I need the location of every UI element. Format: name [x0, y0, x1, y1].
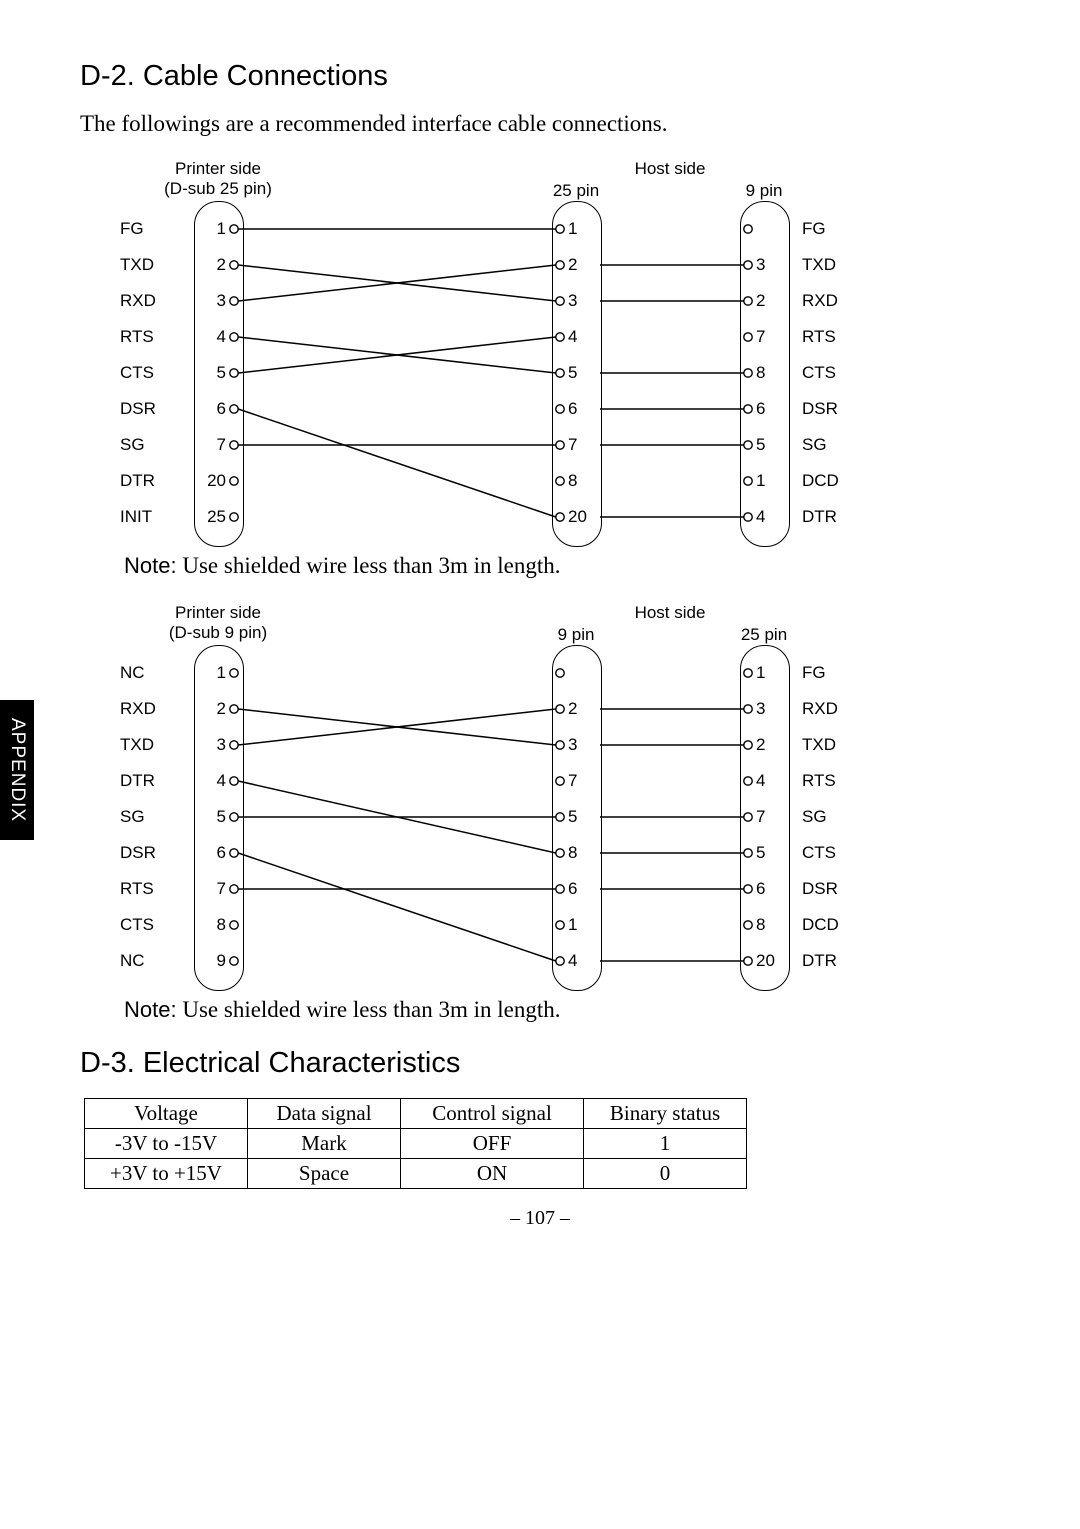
- table-cell: Space: [248, 1159, 401, 1189]
- note-2: Note: Use shielded wire less than 3m in …: [124, 997, 1000, 1023]
- electrical-characteristics-table: VoltageData signalControl signalBinary s…: [84, 1098, 747, 1189]
- note-label: Note:: [124, 997, 177, 1022]
- section-heading-d3: D-3. Electrical Characteristics: [80, 1047, 1000, 1080]
- table-header: Voltage: [85, 1099, 248, 1129]
- appendix-tab: APPENDIX: [0, 700, 34, 840]
- table-cell: Mark: [248, 1129, 401, 1159]
- table-cell: +3V to +15V: [85, 1159, 248, 1189]
- table-cell: ON: [401, 1159, 584, 1189]
- note-text: Use shielded wire less than 3m in length…: [177, 553, 561, 578]
- cable-diagram-9pin: Printer side(D-sub 9 pin)Host side9 pin2…: [120, 603, 862, 985]
- section-heading-d2: D-2. Cable Connections: [80, 60, 1000, 93]
- note-1: Note: Use shielded wire less than 3m in …: [124, 553, 1000, 579]
- table-cell: OFF: [401, 1129, 584, 1159]
- table-row: +3V to +15VSpaceON0: [85, 1159, 747, 1189]
- cable-diagram-25pin: Printer side(D-sub 25 pin)Host side25 pi…: [120, 159, 862, 541]
- table-header: Data signal: [248, 1099, 401, 1129]
- table-row: -3V to -15VMarkOFF1: [85, 1129, 747, 1159]
- table-cell: 0: [584, 1159, 747, 1189]
- table-cell: -3V to -15V: [85, 1129, 248, 1159]
- page-number: – 107 –: [80, 1207, 1000, 1230]
- table-header: Control signal: [401, 1099, 584, 1129]
- note-text: Use shielded wire less than 3m in length…: [177, 997, 561, 1022]
- table-cell: 1: [584, 1129, 747, 1159]
- wiring-svg: [120, 603, 862, 985]
- note-label: Note:: [124, 553, 177, 578]
- wiring-svg: [120, 159, 862, 541]
- intro-text: The followings are a recommended interfa…: [80, 111, 1000, 137]
- table-header: Binary status: [584, 1099, 747, 1129]
